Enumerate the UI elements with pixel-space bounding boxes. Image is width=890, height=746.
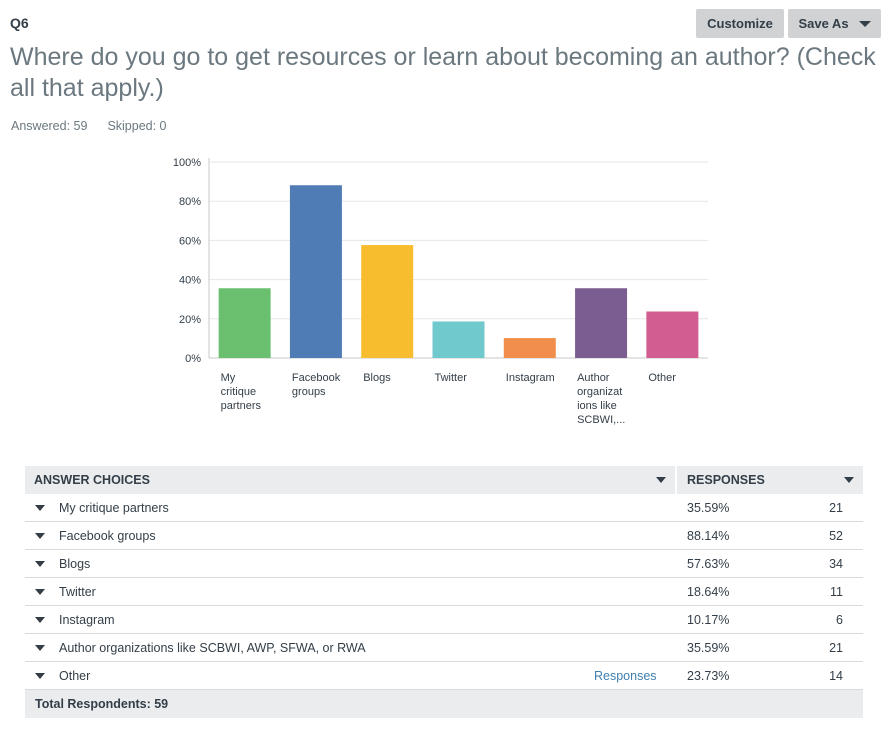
- y-tick-label: 60%: [179, 235, 201, 247]
- x-category-label: My critique partners: [221, 372, 262, 412]
- expand-caret-icon[interactable]: [25, 532, 59, 539]
- answer-choice-label: Facebook groups: [59, 528, 156, 543]
- table-header: ANSWER CHOICES RESPONSES: [25, 466, 863, 494]
- expand-caret-icon[interactable]: [25, 504, 59, 511]
- bar-chart: 0% 20% 40% 60% 80% 100% My critique partners Face…: [173, 157, 708, 426]
- response-stats: Answered: 59 Skipped: 0: [11, 119, 167, 133]
- answer-choice-label: Twitter: [59, 584, 96, 599]
- skipped-count: Skipped: 0: [107, 119, 167, 133]
- bar[interactable]: [646, 311, 699, 358]
- response-count: 14: [829, 668, 843, 683]
- bar[interactable]: [575, 288, 628, 358]
- table-row: Other Responses 23.73% 14: [25, 662, 863, 690]
- table-row: Facebook groups 88.14% 52: [25, 522, 863, 550]
- table-row: My critique partners 35.59% 21: [25, 494, 863, 522]
- answer-choice-label: Author organizations like SCBWI, AWP, SF…: [59, 640, 366, 655]
- response-percent: 35.59%: [687, 640, 730, 655]
- response-count: 21: [829, 500, 843, 515]
- answer-choice-label: Blogs: [59, 556, 91, 571]
- total-respondents: Total Respondents: 59: [25, 690, 863, 718]
- bar[interactable]: [289, 185, 342, 358]
- x-category-label: Facebook groups: [292, 372, 341, 398]
- x-category-label: Author organizat ions like SCBWI,...: [577, 372, 625, 426]
- table-row: Author organizations like SCBWI, AWP, SF…: [25, 634, 863, 662]
- response-percent: 35.59%: [687, 500, 730, 515]
- response-percent: 18.64%: [687, 584, 730, 599]
- question-title: Where do you go to get resources or lear…: [10, 43, 876, 102]
- answered-count: Answered: 59: [11, 119, 88, 133]
- save-as-label: Save As: [798, 16, 849, 31]
- y-tick-label: 0%: [185, 353, 201, 365]
- response-percent: 10.17%: [687, 612, 730, 627]
- y-tick-label: 20%: [179, 314, 201, 326]
- save-as-button[interactable]: Save As: [788, 9, 881, 38]
- answer-choice-label: Instagram: [59, 612, 115, 627]
- responses-link[interactable]: Responses: [594, 668, 657, 683]
- response-percent: 57.63%: [687, 556, 730, 571]
- x-category-label: Instagram: [506, 372, 555, 384]
- y-tick-label: 100%: [173, 157, 201, 169]
- bar[interactable]: [432, 321, 485, 358]
- x-category-label: Twitter: [435, 372, 468, 384]
- responses-header-label: RESPONSES: [687, 473, 765, 487]
- response-percent: 23.73%: [687, 668, 730, 683]
- table-row: Twitter 18.64% 11: [25, 578, 863, 606]
- bar[interactable]: [503, 338, 556, 358]
- answer-choices-header[interactable]: ANSWER CHOICES: [25, 466, 677, 494]
- answer-choices-header-label: ANSWER CHOICES: [34, 473, 150, 487]
- sort-caret-icon[interactable]: [656, 477, 666, 483]
- response-count: 34: [829, 556, 843, 571]
- sort-caret-icon[interactable]: [844, 477, 854, 483]
- table-row: Blogs 57.63% 34: [25, 550, 863, 578]
- expand-caret-icon[interactable]: [25, 616, 59, 623]
- response-count: 11: [830, 584, 843, 599]
- x-category-label: Blogs: [363, 372, 391, 384]
- y-tick-label: 80%: [179, 196, 201, 208]
- answer-choice-label: My critique partners: [59, 500, 169, 515]
- customize-button[interactable]: Customize: [696, 9, 784, 38]
- expand-caret-icon[interactable]: [25, 672, 59, 679]
- responses-header[interactable]: RESPONSES: [677, 466, 863, 494]
- response-count: 6: [836, 612, 843, 627]
- chevron-down-icon: [858, 20, 871, 27]
- response-percent: 88.14%: [687, 528, 730, 543]
- y-tick-label: 40%: [179, 275, 201, 287]
- table-row: Instagram 10.17% 6: [25, 606, 863, 634]
- question-number: Q6: [10, 15, 29, 31]
- response-count: 52: [829, 528, 843, 543]
- x-category-label: Other: [648, 372, 676, 384]
- responses-table: ANSWER CHOICES RESPONSES My critique par…: [25, 466, 863, 718]
- expand-caret-icon[interactable]: [25, 644, 59, 651]
- bar[interactable]: [218, 288, 271, 358]
- expand-caret-icon[interactable]: [25, 560, 59, 567]
- response-count: 21: [829, 640, 843, 655]
- expand-caret-icon[interactable]: [25, 588, 59, 595]
- bar[interactable]: [361, 245, 414, 358]
- answer-choice-label: Other: [59, 668, 91, 683]
